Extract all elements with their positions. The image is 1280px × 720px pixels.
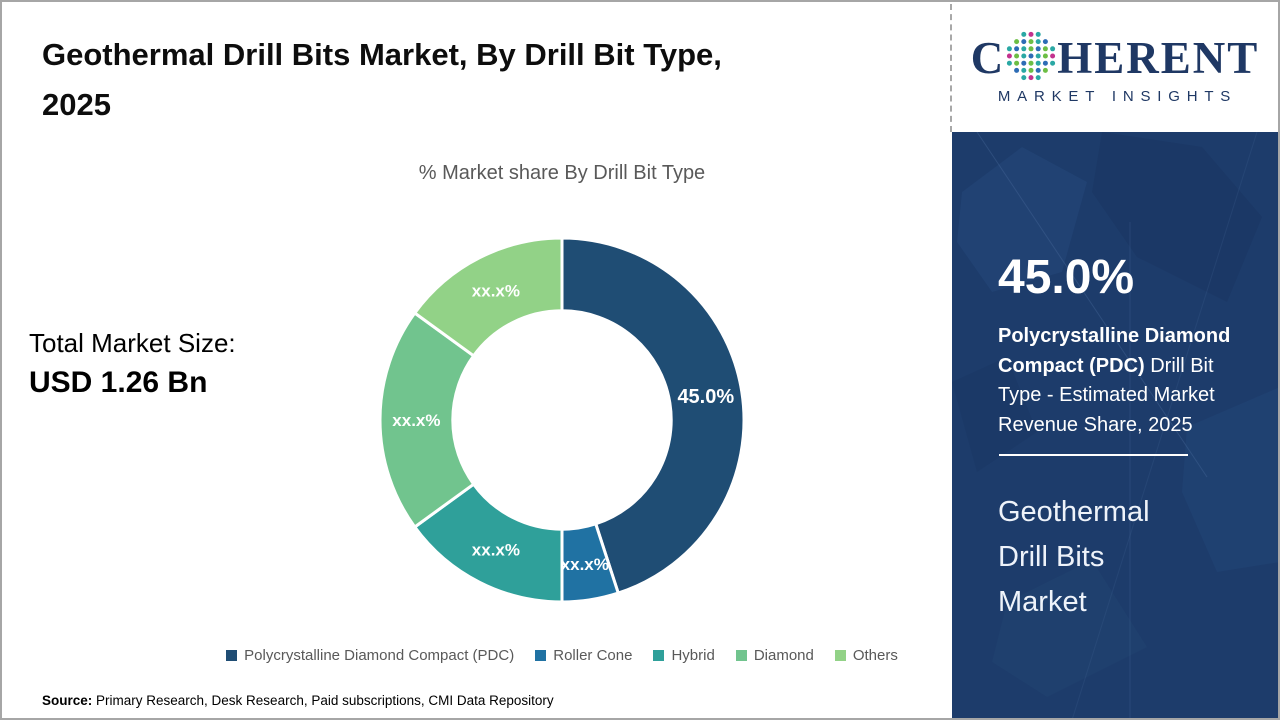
- globe-dot: [1014, 67, 1020, 73]
- legend-item: Others: [834, 647, 898, 664]
- globe-dot: [1050, 53, 1056, 59]
- legend-marker: [653, 650, 665, 661]
- globe-dot: [1021, 53, 1027, 59]
- source-note: Source: Primary Research, Desk Research,…: [42, 693, 554, 708]
- donut-slice: [560, 236, 746, 595]
- page-title-line1: Geothermal Drill Bits Market, By Drill B…: [42, 37, 722, 72]
- total-market-value: USD 1.26 Bn: [29, 366, 208, 399]
- legend-item: Diamond: [735, 647, 814, 664]
- stat-description-bold: Polycrystalline Diamond Compact (PDC): [998, 325, 1231, 377]
- globe-dot: [1014, 46, 1020, 52]
- globe-dot: [1043, 53, 1049, 59]
- globe-dot: [1043, 39, 1049, 45]
- chart-subtitle: % Market share By Drill Bit Type: [418, 162, 706, 184]
- globe-dot: [1043, 46, 1049, 52]
- globe-dot: [1050, 46, 1056, 52]
- legend-label: Hybrid: [671, 647, 715, 664]
- stat-value: 45.0%: [998, 251, 1135, 304]
- globe-dot: [1014, 39, 1020, 45]
- globe-dot: [1028, 31, 1034, 37]
- stat-description: Polycrystalline Diamond Compact (PDC) Dr…: [998, 322, 1250, 440]
- page-title: Geothermal Drill Bits Market, By Drill B…: [42, 30, 922, 130]
- globe-dot: [1014, 53, 1020, 59]
- slice-label: xx.x%: [472, 281, 520, 300]
- logo-letter-c: C: [970, 32, 1006, 83]
- stat-description-rest: Drill Bit Type - Estimated Market Revenu…: [998, 354, 1215, 436]
- slice-label: xx.x%: [561, 555, 609, 574]
- globe-dot: [1043, 67, 1049, 73]
- legend-marker: [834, 650, 846, 661]
- globe-dot: [1028, 39, 1034, 45]
- legend-marker: [535, 650, 547, 661]
- globe-dot: [1021, 46, 1027, 52]
- legend-label: Roller Cone: [553, 647, 633, 664]
- globe-dot: [1028, 46, 1034, 52]
- globe-dot: [1028, 60, 1034, 66]
- slice-label: 45.0%: [677, 386, 734, 408]
- slice-label: xx.x%: [472, 541, 520, 560]
- globe-dot: [1021, 60, 1027, 66]
- panel-divider: [999, 454, 1188, 456]
- globe-dot: [1028, 75, 1034, 81]
- globe-dot: [1007, 53, 1013, 59]
- slice-label: xx.x%: [392, 411, 440, 430]
- legend-label: Others: [852, 647, 898, 664]
- logo-wordmark: C HERENT: [971, 31, 1260, 85]
- globe-dot: [1035, 39, 1041, 45]
- globe-dot: [1050, 60, 1056, 66]
- legend-item: Hybrid: [653, 647, 715, 664]
- globe-dot: [1014, 60, 1020, 66]
- globe-dot: [1035, 31, 1041, 37]
- globe-dot: [1035, 46, 1041, 52]
- globe-dot: [1043, 60, 1049, 66]
- globe-dot: [1035, 67, 1041, 73]
- globe-dot: [1021, 39, 1027, 45]
- logo-letters-rest: HERENT: [1057, 32, 1260, 83]
- page-title-line2: 2025: [42, 87, 111, 122]
- legend-item: Roller Cone: [535, 647, 632, 664]
- globe-dot: [1007, 60, 1013, 66]
- globe-dot: [1035, 60, 1041, 66]
- donut-slice: [413, 236, 564, 358]
- legend-marker: [735, 650, 747, 661]
- globe-dot: [1028, 53, 1034, 59]
- globe-dot: [1021, 31, 1027, 37]
- donut-chart: 45.0% xx.x% xx.x% xx.x% xx.x%: [378, 236, 746, 604]
- globe-dots-icon: [1007, 31, 1056, 81]
- legend-label: Diamond: [753, 647, 814, 664]
- globe-dot: [1035, 75, 1041, 81]
- source-text: Primary Research, Desk Research, Paid su…: [92, 693, 554, 708]
- legend-item: Polycrystalline Diamond Compact (PDC): [226, 647, 514, 664]
- logo-tagline: MARKET INSIGHTS: [997, 88, 1238, 105]
- donut-slice: [378, 311, 476, 529]
- source-label: Source:: [42, 693, 93, 708]
- total-market-size: Total Market Size: USD 1.26 Bn: [29, 328, 236, 400]
- globe-dot: [1007, 46, 1013, 52]
- sidebar-panel: 45.0% Polycrystalline Diamond Compact (P…: [952, 132, 1278, 718]
- globe-dot: [1035, 53, 1041, 59]
- globe-dot: [1021, 75, 1027, 81]
- total-market-label: Total Market Size:: [29, 328, 236, 358]
- coherent-logo: C HERENT MARKET INSIGHTS: [950, 4, 1278, 132]
- globe-dot: [1021, 67, 1027, 73]
- legend-marker: [226, 650, 238, 661]
- chart-legend: Polycrystalline Diamond Compact (PDC) Rol…: [88, 647, 1036, 664]
- world-map-texture: [952, 132, 1278, 718]
- legend-label: Polycrystalline Diamond Compact (PDC): [244, 647, 515, 664]
- panel-title: Geothermal Drill Bits Market: [998, 496, 1150, 618]
- globe-dot: [1028, 67, 1034, 73]
